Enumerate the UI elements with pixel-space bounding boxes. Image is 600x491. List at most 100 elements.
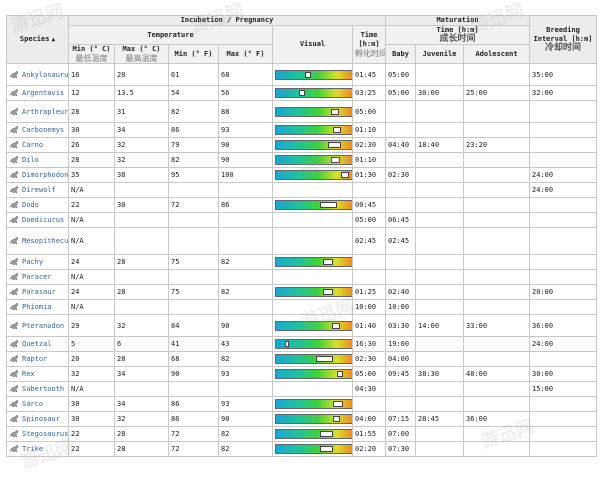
temperature-gradient-bar [275,125,352,135]
temp-min-f: 41 [168,336,219,352]
raptor-icon [9,354,19,364]
spinosaur-icon [9,414,19,424]
header-temperature: Temperature [68,25,273,45]
species-link[interactable]: Dodo [22,201,39,209]
adolescent-cell [463,284,531,300]
temp-max-c: 32 [114,152,169,168]
empty-cell [218,269,273,285]
header-maturation: Maturation [385,15,531,26]
species-link[interactable]: Phiomia [22,303,52,311]
species-cell: Phiomia [6,299,69,315]
juvenile-cell [415,336,465,352]
species-link[interactable]: Argentavis [22,89,65,97]
empty-cell [168,182,219,198]
baby-cell: 07:00 [385,426,417,442]
temperature-gradient-bar [275,287,352,297]
species-link[interactable]: Pteranodon [22,321,65,330]
baby-cell: 09:45 [385,366,417,382]
empty-cell [218,299,273,315]
table-row: Raptor 20 28 68 82 02:30 04:00 [6,351,598,367]
juvenile-cell: 14:00 [415,314,465,337]
species-link[interactable]: Carno [22,141,44,149]
time-cell: 02:30 [351,137,387,153]
adolescent-cell [463,269,531,285]
time-cell [351,396,387,412]
temp-max-f: 56 [218,85,273,101]
species-link[interactable]: Parasaur [22,288,56,296]
species-link[interactable]: Sabertooth [22,385,65,393]
visual-cell [272,227,353,255]
adolescent-cell [463,63,531,86]
temp-max-c: 34 [114,366,169,382]
temperature-gradient-bar [275,170,352,180]
juvenile-cell: 28:45 [415,411,465,427]
species-link[interactable]: Mesopithecus [22,237,69,245]
species-cell: Dimorphodon [6,167,69,183]
species-cell: Carno [6,137,69,153]
species-link[interactable]: Paracer [22,273,52,281]
species-link[interactable]: Dilo [22,156,39,164]
temp-min-c: 22 [68,426,115,442]
time-cell: 02:30 [351,351,387,367]
direwolf-icon [9,185,19,195]
header-incubation: Incubation / Pregnancy [67,15,387,26]
species-link[interactable]: Direwolf [22,186,56,194]
temp-min-f: 86 [168,122,219,138]
juvenile-cell [415,396,465,412]
breeding-cell [529,396,598,412]
time-cell [351,182,387,198]
trike-icon [9,444,19,454]
time-cell: 05:00 [351,366,387,382]
baby-cell [385,100,417,123]
species-link[interactable]: Spinosaur [22,415,60,423]
species-link[interactable]: Raptor [22,355,48,363]
dodo-icon [9,200,19,210]
species-link[interactable]: Rex [22,370,35,378]
visual-cell [272,366,353,382]
juvenile-cell [415,227,465,255]
visual-cell [272,100,353,123]
temperature-gradient-bar [275,140,352,150]
species-link[interactable]: Quetzal [22,340,52,348]
species-link[interactable]: Arthropleura [22,107,69,116]
temp-min-f: 75 [168,254,219,270]
time-cell: 16:30 [351,336,387,352]
species-link[interactable]: Sarco [22,400,44,408]
empty-cell [218,227,273,255]
empty-cell [114,182,169,198]
species-link[interactable]: Stegosaurus [22,430,69,438]
breeding-cell [529,299,598,315]
adolescent-cell [463,254,531,270]
phiomia-icon [9,302,19,312]
breeding-cell [529,152,598,168]
header-species[interactable]: Species ▲ [6,15,69,64]
carbonemys-icon [9,125,19,135]
species-link[interactable]: Trike [22,445,44,453]
species-link[interactable]: Pachy [22,258,44,266]
baby-cell [385,152,417,168]
temp-max-c: 20 [114,63,169,86]
species-cell: Argentavis [6,85,69,101]
arthropleura-icon [9,107,19,117]
temperature-gradient-bar [275,444,352,454]
temp-na: N/A [68,269,115,285]
baby-cell [385,254,417,270]
baby-cell [385,269,417,285]
time-cell [351,269,387,285]
temp-max-f: 90 [218,411,273,427]
breeding-cell [529,441,598,457]
species-link[interactable]: Ankylosaurus [22,70,69,79]
quetzal-icon [9,339,19,349]
species-link[interactable]: Carbonemys [22,126,65,134]
temp-min-c: 5 [68,336,115,352]
species-link[interactable]: Doedicurus [22,216,65,224]
temp-max-c: 30 [114,197,169,213]
species-link[interactable]: Dimorphodon [22,171,69,179]
juvenile-cell [415,254,465,270]
juvenile-cell [415,381,465,397]
sort-up-icon[interactable]: ▲ [51,36,56,43]
header-mat-time: Time [h:m] 成长时间 [385,25,531,45]
visual-cell [272,336,353,352]
breeding-cell: 36:00 [529,314,598,337]
temp-min-f: 61 [168,63,219,86]
